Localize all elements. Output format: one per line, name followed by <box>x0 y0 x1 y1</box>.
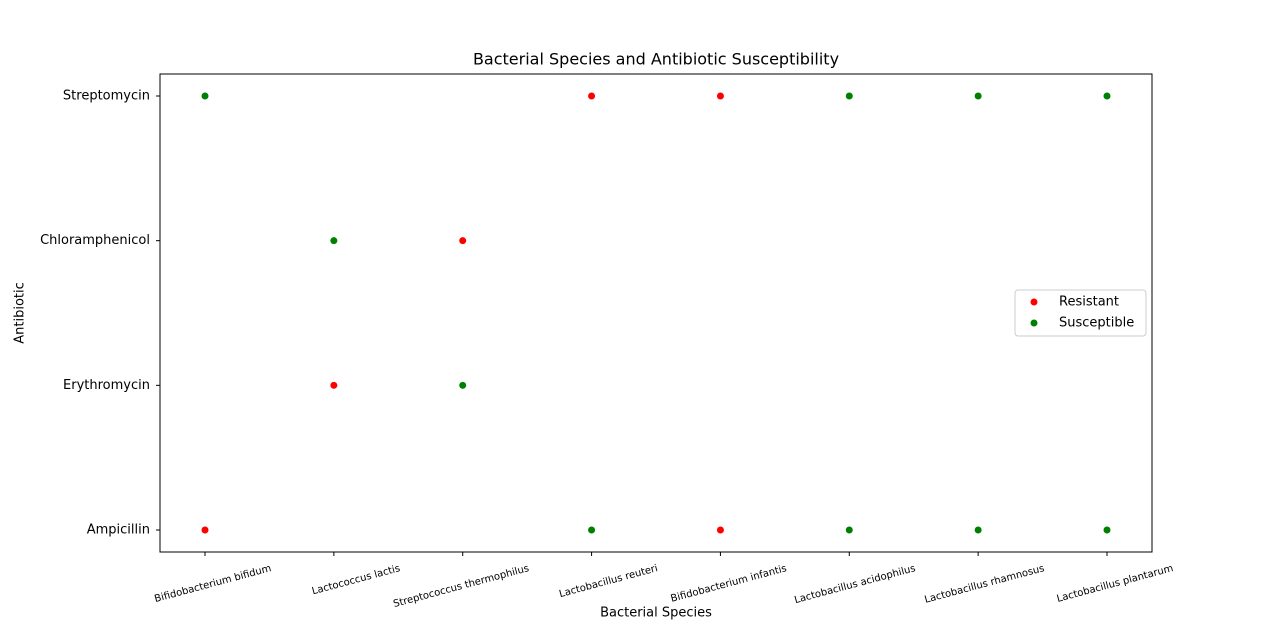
plot-frame <box>159 73 1153 553</box>
point <box>459 237 467 245</box>
point <box>330 237 338 245</box>
legend-label: Susceptible <box>1059 316 1134 331</box>
x-tick-label: Lactobacillus rhamnosus <box>923 563 1045 606</box>
point <box>974 92 982 100</box>
legend-marker <box>1030 298 1038 306</box>
x-tick-label: Lactobacillus acidophilus <box>793 563 917 606</box>
legend-box <box>1014 289 1147 337</box>
point <box>1103 92 1111 100</box>
point <box>974 526 982 534</box>
point <box>201 526 209 534</box>
chart-title: Bacterial Species and Antibiotic Suscept… <box>473 50 839 69</box>
legend-marker <box>1030 319 1038 327</box>
point <box>330 381 338 389</box>
point <box>716 92 724 100</box>
x-axis-label: Bacterial Species <box>600 606 712 620</box>
x-tick-label: Lactobacillus plantarum <box>1056 563 1175 605</box>
y-tick-label: Ampicillin <box>87 523 150 538</box>
point <box>588 526 596 534</box>
x-tick-label: Lactococcus lactis <box>311 563 402 597</box>
point <box>845 92 853 100</box>
point <box>201 92 209 100</box>
x-tick-label: Bifidobacterium infantis <box>670 563 788 605</box>
x-tick-label: Bifidobacterium bifidum <box>153 563 272 605</box>
y-axis-label: Antibiotic <box>13 282 28 344</box>
point <box>588 92 596 100</box>
point <box>459 381 467 389</box>
y-tick-label: Erythromycin <box>63 378 150 393</box>
point <box>1103 526 1111 534</box>
point <box>845 526 853 534</box>
x-tick-label: Streptococcus thermophilus <box>392 563 530 610</box>
y-tick-label: Streptomycin <box>63 89 150 104</box>
legend-label: Resistant <box>1059 295 1119 310</box>
point <box>716 526 724 534</box>
x-tick-label: Lactobacillus reuteri <box>558 563 659 600</box>
y-tick-label: Chloramphenicol <box>40 233 150 248</box>
